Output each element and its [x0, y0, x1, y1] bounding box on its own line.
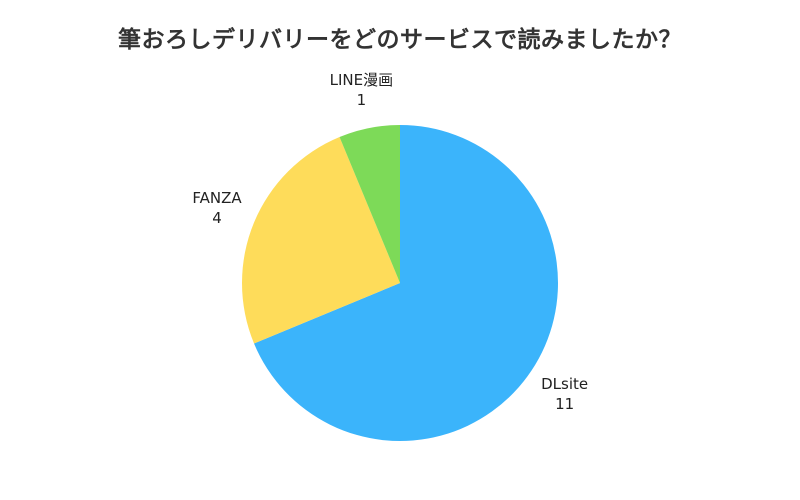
pie-slice-fanza [242, 137, 400, 344]
pie-value-dlsite: 11 [555, 395, 574, 413]
pie-slice-line [339, 125, 400, 283]
pie-value-line: 1 [357, 91, 367, 109]
pie-labels: DLsite 11 FANZA 4 LINE漫画 1 [192, 71, 588, 413]
pie-label-dlsite: DLsite [541, 375, 588, 393]
pie-slices [242, 125, 558, 441]
chart-title: 筆おろしデリバリーをどのサービスで読みましたか？ [118, 27, 682, 53]
pie-slice-dlsite [254, 125, 558, 441]
pie-label-fanza: FANZA [192, 189, 242, 207]
pie-value-fanza: 4 [212, 209, 222, 227]
pie-label-line: LINE漫画 [330, 71, 393, 89]
